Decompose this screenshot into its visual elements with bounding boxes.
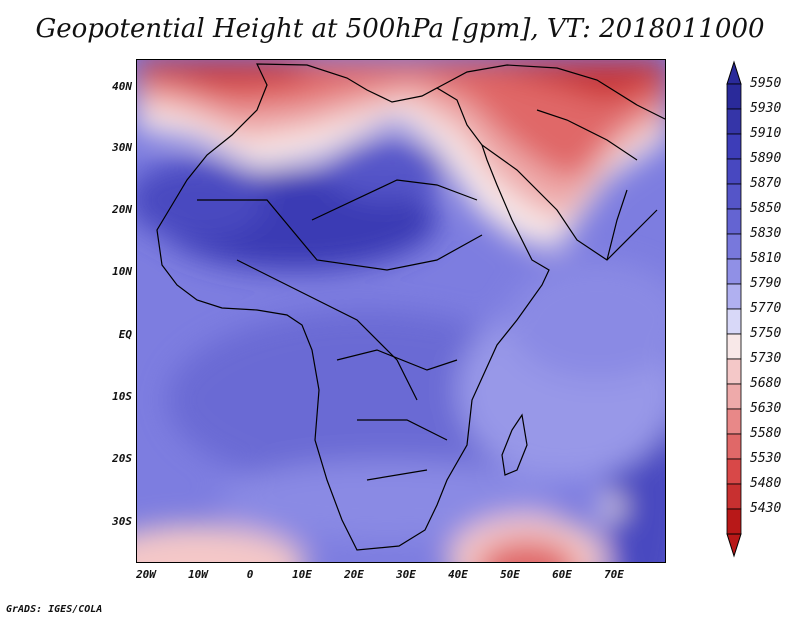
map-panel [136,59,666,563]
colorbar-swatch [726,183,742,210]
colorbar-level-label: 5770 [750,301,782,316]
lat-label-10s: 10S [112,390,132,403]
colorbar-level-label: 5910 [750,126,782,141]
lon-label-20e: 20E [344,568,364,581]
lat-label-30s: 30S [112,515,132,528]
colorbar-level-label: 5890 [750,151,782,166]
lon-label-10e: 10E [292,568,312,581]
colorbar-swatch [726,308,742,335]
colorbar-level-label: 5750 [750,326,782,341]
colorbar-swatch [726,383,742,410]
lon-label-70e: 70E [604,568,624,581]
colorbar-level-label: 5680 [750,376,782,391]
colorbar-level-label: 5480 [750,476,782,491]
lat-label-eq: EQ [118,328,132,341]
colorbar-level-label: 5630 [750,401,782,416]
colorbar-swatch [726,133,742,160]
colorbar-swatch [726,508,742,535]
colorbar-swatch [726,483,742,510]
lat-label-20s: 20S [112,452,132,465]
colorbar-swatch [726,83,742,110]
colorbar-swatch [726,458,742,485]
colorbar-swatch [726,258,742,285]
colorbar-swatch [726,433,742,460]
lon-label-40e: 40E [448,568,468,581]
map-title: Geopotential Height at 500hPa [gpm], VT:… [35,14,765,44]
colorbar-level-label: 5730 [750,351,782,366]
colorbar-swatch [726,108,742,135]
colorbar-level-label: 5830 [750,226,782,241]
lat-label-30n: 30N [112,141,132,154]
lon-label-60e: 60E [552,568,572,581]
colorbar-swatch [726,158,742,185]
lon-label-50e: 50E [500,568,520,581]
lon-label-20w: 20W [136,568,156,581]
colorbar-swatch [726,358,742,385]
colorbar-level-label: 5790 [750,276,782,291]
colorbar-level-label: 5530 [750,451,782,466]
colorbar-level-label: 5950 [750,76,782,91]
lon-label-30e: 30E [396,568,416,581]
colorbar-level-label: 5850 [750,201,782,216]
colorbar-level-label: 5930 [750,101,782,116]
colorbar-swatch [726,233,742,260]
colorbar-bottom-arrow [726,533,742,558]
colorbar-swatch [726,283,742,310]
credit-text: GrADS: IGES/COLA [6,604,103,615]
colorbar-swatch [726,408,742,435]
colorbar-level-label: 5810 [750,251,782,266]
coastline [156,63,665,551]
colorbar-level-label: 5870 [750,176,782,191]
lon-label-10w: 10W [188,568,208,581]
colorbar [726,60,742,558]
lat-label-40n: 40N [112,80,132,93]
lat-label-10n: 10N [112,265,132,278]
colorbar-level-label: 5580 [750,426,782,441]
height-field-map [137,60,665,562]
lon-label-0: 0 [246,568,254,581]
lat-label-20n: 20N [112,203,132,216]
colorbar-swatch [726,333,742,360]
colorbar-top-arrow [726,60,742,85]
colorbar-level-label: 5430 [750,501,782,516]
colorbar-swatch [726,208,742,235]
